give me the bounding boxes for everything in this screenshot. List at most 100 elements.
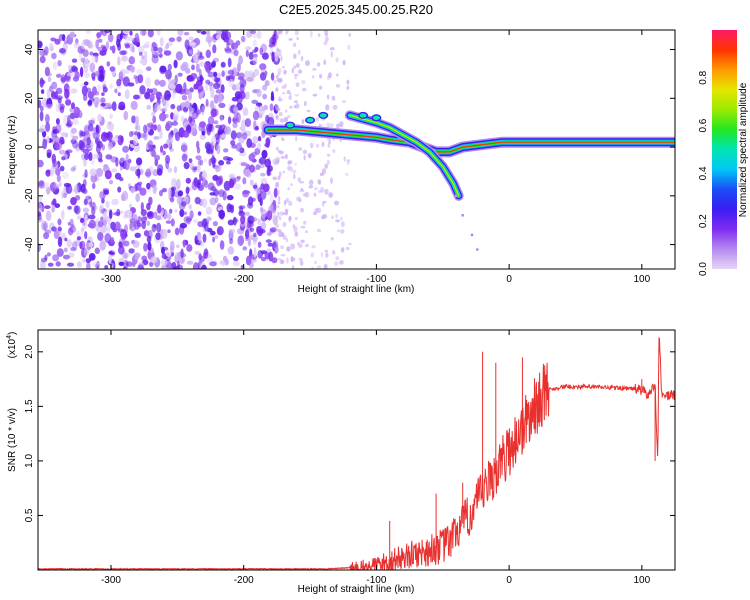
heatmap-cell (108, 180, 114, 185)
heatmap-cell (114, 172, 122, 180)
snr-x-ticks: -300 -200 -100 0 100 (101, 330, 651, 586)
heatmap-cell (235, 142, 243, 152)
heatmap-cell (117, 135, 124, 146)
heatmap-cell (45, 113, 50, 124)
heatmap-cell (189, 210, 194, 220)
heatmap-cell (203, 158, 208, 163)
heatmap-cell (109, 236, 115, 244)
heatmap-cell (348, 32, 351, 37)
heatmap-cell (52, 254, 60, 262)
figure-title: C2E5.2025.345.00.25.R20 (279, 2, 433, 17)
heatmap-cell (314, 260, 317, 265)
heatmap-cell (51, 226, 57, 232)
heatmap-cell (323, 59, 327, 65)
heatmap-cell (285, 209, 289, 216)
heatmap-cell (294, 231, 299, 237)
upper-trace (267, 129, 675, 153)
heatmap-cell (118, 101, 126, 111)
heatmap-cell (61, 132, 66, 137)
heatmap-cell (202, 233, 207, 243)
heatmap-cell (294, 216, 299, 221)
heatmap-cell (297, 49, 301, 56)
heatmap-cell (273, 79, 277, 84)
heatmap-cell (192, 262, 200, 269)
heatmap-cell (343, 156, 346, 162)
heatmap-cell (318, 85, 323, 90)
heatmap-cell (283, 69, 287, 75)
heatmap-cell (73, 42, 80, 49)
heatmap-cell (230, 130, 237, 140)
heatmap-cell (91, 55, 97, 63)
heatmap-cell (122, 145, 130, 153)
heatmap-cell (142, 30, 146, 36)
heatmap-cell (249, 179, 254, 186)
heatmap-cell (332, 149, 336, 154)
heatmap-cell (294, 93, 299, 97)
heatmap-cell (67, 205, 72, 210)
heatmap-cell (152, 115, 157, 124)
heatmap-cell (100, 216, 104, 222)
heatmap-cell (283, 117, 289, 123)
heatmap-cell (215, 164, 222, 172)
heatmap-cell (295, 63, 300, 68)
heatmap-cell (256, 88, 262, 98)
heatmap-cell (252, 39, 257, 48)
heatmap-cell (275, 181, 280, 187)
heatmap-cell (44, 66, 51, 77)
heatmap-cell (125, 209, 133, 219)
heatmap-cell (174, 74, 178, 85)
heatmap-cell (242, 78, 247, 85)
heatmap-cell (128, 131, 134, 138)
heatmap-cell (347, 44, 351, 50)
heatmap-cell (346, 79, 350, 85)
heatmap-cell (199, 176, 205, 182)
heatmap-cell (326, 153, 331, 157)
heatmap-cell (45, 122, 51, 133)
heatmap-cell (107, 142, 113, 150)
heatmap-cell (323, 263, 328, 269)
heatmap-cell (212, 174, 219, 181)
heatmap-cell (85, 195, 92, 200)
heatmap-cell (277, 195, 281, 202)
heatmap-cell (97, 46, 102, 52)
heatmap-cell (177, 190, 184, 197)
heatmap-cell (221, 70, 225, 77)
heatmap-cell (168, 187, 172, 198)
heatmap-cell (327, 72, 332, 79)
heatmap-cell (265, 239, 272, 243)
heatmap-cell (199, 159, 204, 166)
heatmap-cell (287, 115, 291, 119)
heatmap-cell (303, 220, 307, 225)
heatmap-cell (330, 123, 334, 127)
heatmap-cell (277, 67, 282, 75)
heatmap-cell (39, 110, 44, 122)
heatmap-cell (295, 82, 300, 88)
heatmap-cell (188, 36, 194, 41)
heatmap-cell (188, 204, 192, 210)
heatmap-cell (218, 102, 226, 109)
heatmap-cell (76, 230, 80, 237)
heatmap-cell (214, 235, 219, 239)
heatmap-cell (201, 105, 205, 116)
y-tick-label: -40 (24, 237, 35, 252)
heatmap-cell (145, 66, 152, 71)
heatmap-cell (303, 100, 307, 107)
spectrogram-y-axis-label: Frequency (Hz) (7, 116, 18, 185)
heatmap-cell (52, 198, 57, 206)
heatmap-cell (196, 49, 201, 57)
snr-x-axis-label: Height of straight line (km) (298, 584, 415, 595)
heatmap-cell (248, 153, 256, 162)
heatmap-cell (71, 241, 78, 251)
heatmap-cell (140, 202, 144, 212)
heatmap-cell (322, 200, 327, 204)
heatmap-cell (88, 123, 94, 132)
heatmap-cell (286, 89, 291, 95)
heatmap-cell (38, 128, 45, 133)
heatmap-cell (83, 158, 87, 167)
heatmap-cell (159, 37, 164, 47)
heatmap-cell (165, 251, 172, 257)
heatmap-cell (115, 157, 119, 167)
heatmap-cell (96, 32, 102, 38)
heatmap-cell (58, 48, 66, 54)
